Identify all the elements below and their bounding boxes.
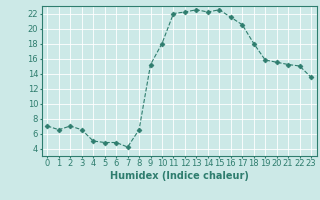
X-axis label: Humidex (Indice chaleur): Humidex (Indice chaleur) bbox=[110, 171, 249, 181]
